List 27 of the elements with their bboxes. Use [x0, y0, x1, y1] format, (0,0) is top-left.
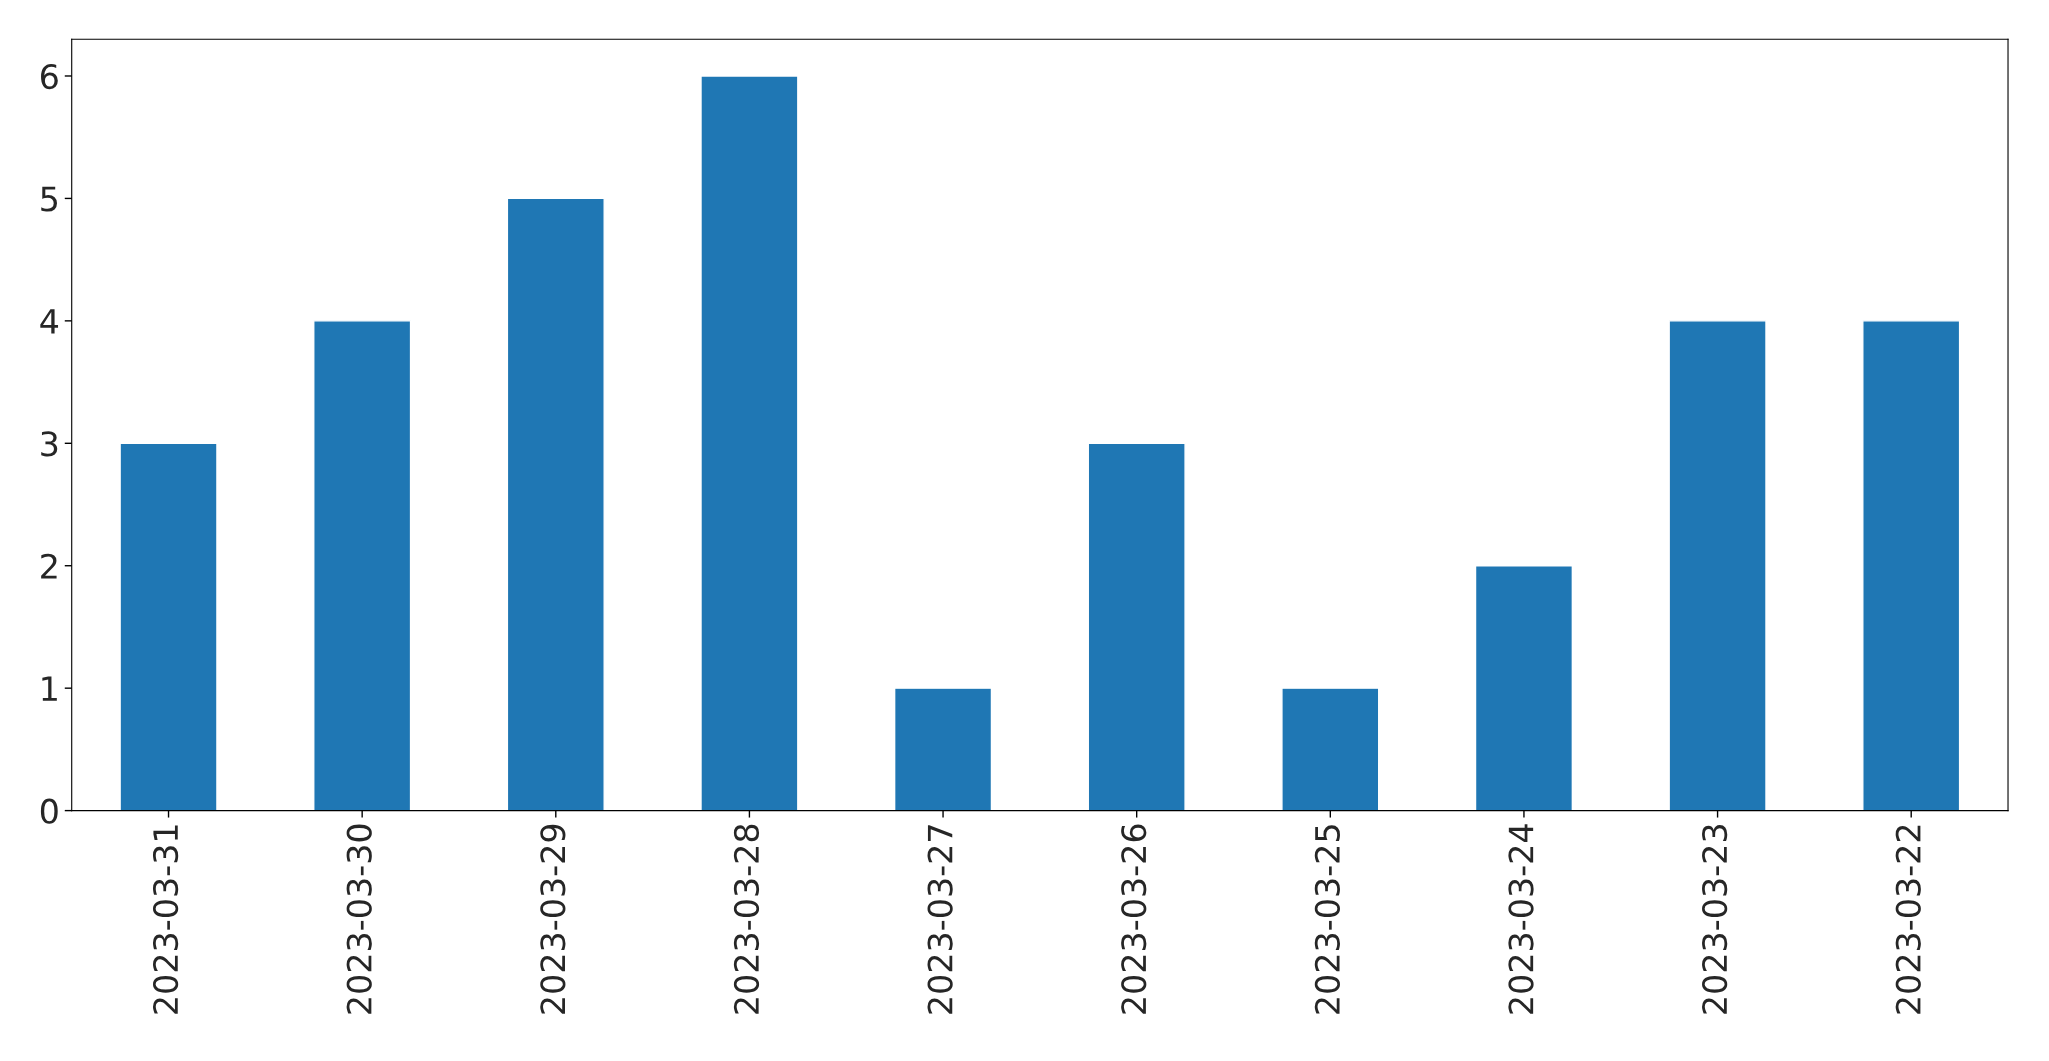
bar: [1087, 442, 1186, 811]
y-tick-label: 4: [40, 309, 59, 334]
x-tick-label: 2023-03-24: [1508, 824, 1534, 1014]
bar: [1474, 565, 1574, 811]
bar: [700, 75, 799, 811]
bar: [1281, 687, 1380, 811]
bar: [1862, 320, 1961, 811]
bar: [313, 320, 412, 811]
bar: [1668, 320, 1767, 811]
y-tick-label: 0: [40, 798, 58, 824]
x-tick-label: 2023-03-22: [1895, 825, 1921, 1014]
x-tick-label: 2023-03-25: [1314, 825, 1340, 1014]
x-tick-label: 2023-03-29: [540, 824, 566, 1014]
y-tick-label: 6: [41, 63, 58, 90]
bar: [119, 442, 218, 811]
bar: [893, 687, 993, 811]
bar: [506, 197, 605, 811]
x-tick-label: 2023-03-27: [927, 825, 953, 1014]
y-tick-label: 1: [42, 676, 57, 701]
x-tick-label: 2023-03-23: [1702, 825, 1728, 1014]
y-tick-label: 2: [41, 553, 57, 579]
y-tick-label: 3: [41, 431, 58, 457]
x-tick-label: 2023-03-31: [152, 825, 179, 1014]
x-tick-label: 2023-03-28: [733, 824, 760, 1014]
y-tick-label: 5: [41, 186, 57, 212]
x-tick-label: 2023-03-26: [1121, 824, 1147, 1014]
x-tick-label: 2023-03-30: [346, 824, 372, 1014]
